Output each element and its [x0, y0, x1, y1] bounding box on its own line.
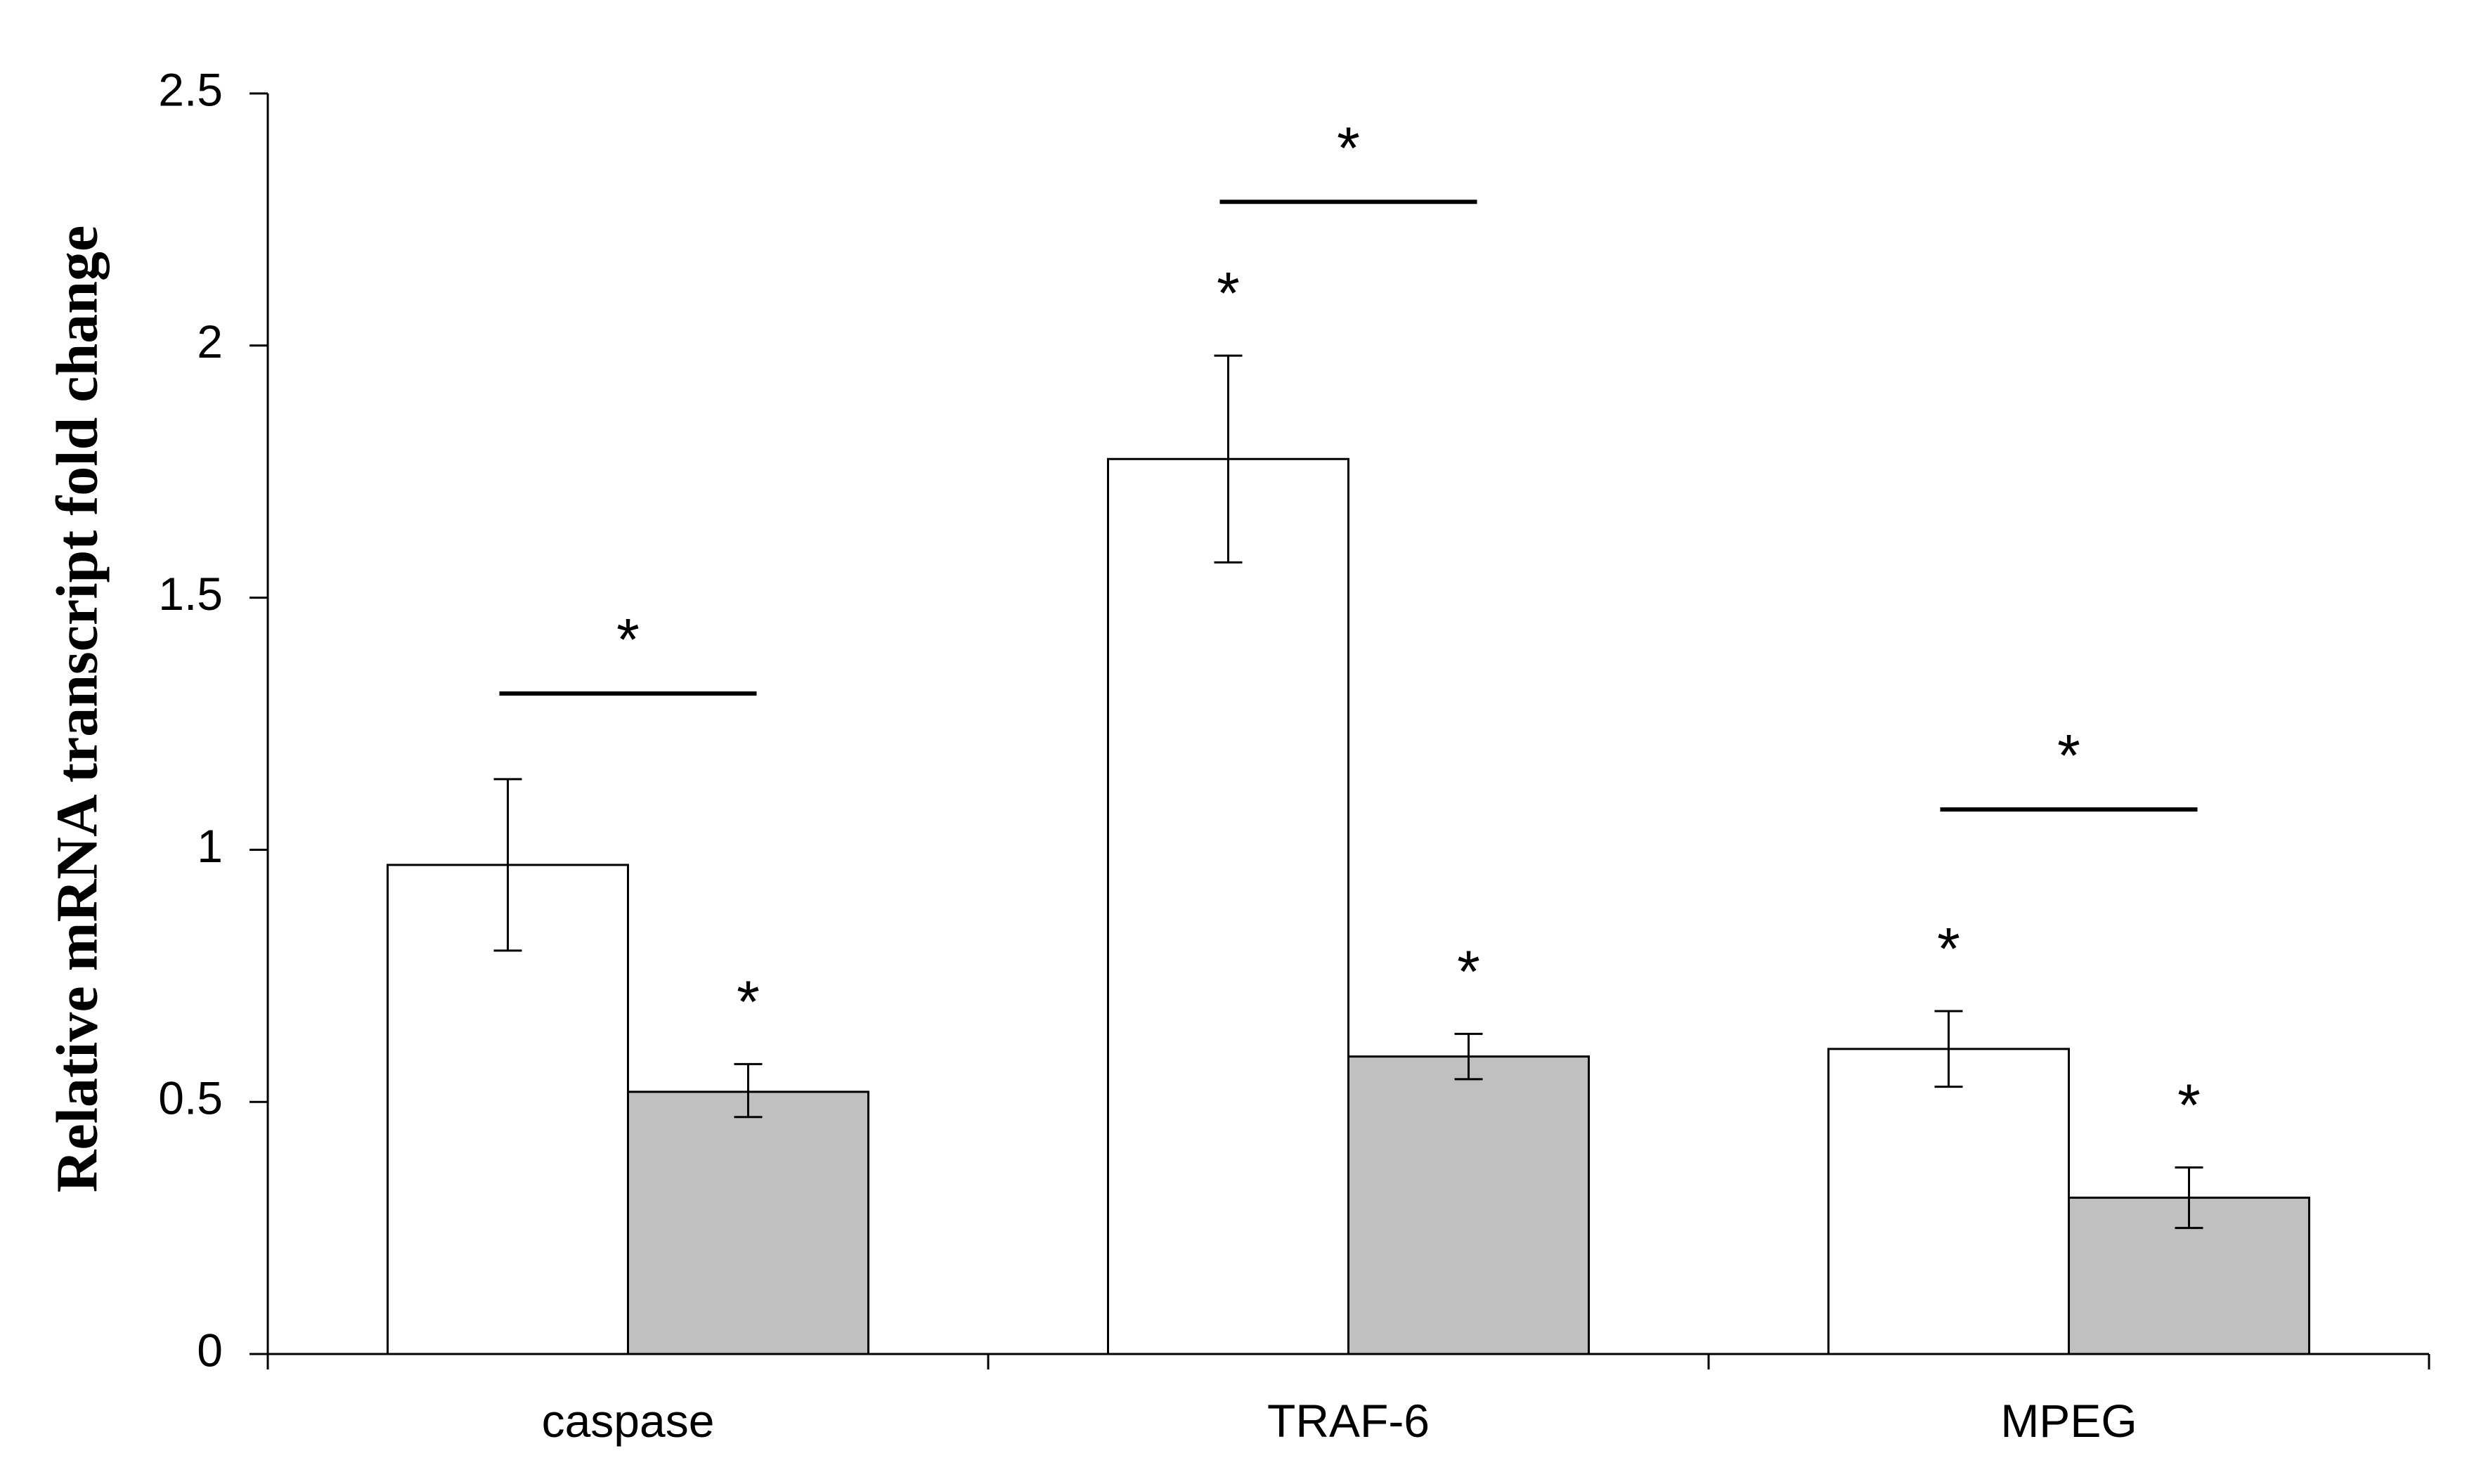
y-tick-label: 1 [197, 820, 223, 872]
significance-star: * [2177, 1072, 2201, 1138]
significance-star: * [1217, 260, 1240, 326]
comparison-star: * [1337, 115, 1360, 181]
bar-1 [1107, 457, 1349, 1355]
bar-2 [1347, 1055, 1590, 1355]
y-tick-label: 2.5 [158, 63, 223, 115]
x-tick-label: MPEG [2000, 1395, 2137, 1447]
y-tick-label: 2 [197, 315, 223, 367]
bar-2 [627, 1091, 869, 1355]
significance-star: * [1457, 938, 1480, 1004]
x-tick-label: TRAF-6 [1267, 1395, 1430, 1447]
significance-star: * [1937, 916, 1960, 982]
y-axis-label: Relative mRNA transcript fold change [44, 226, 110, 1192]
comparison-star: * [616, 606, 640, 672]
y-tick-label: 0.5 [158, 1072, 223, 1124]
bar-1 [1827, 1048, 2070, 1355]
x-tick-label: caspase [542, 1395, 715, 1447]
y-tick-label: 0 [197, 1324, 223, 1376]
comparison-star: * [2057, 722, 2080, 788]
y-tick-label: 1.5 [158, 568, 223, 620]
significance-star: * [737, 968, 760, 1034]
